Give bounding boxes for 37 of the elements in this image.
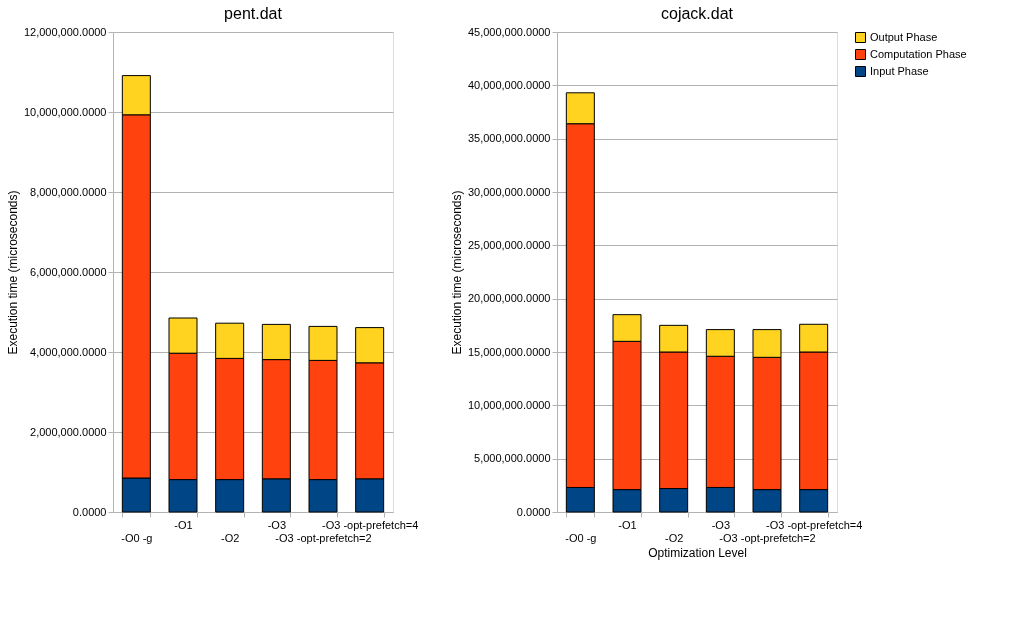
x-tick-label: -O2 <box>220 531 240 544</box>
x-tick-label: -O3 <box>711 518 731 531</box>
x-tick-label: -O0 -g <box>121 531 153 544</box>
y-tick-label: 30,000,000.0000 <box>467 185 551 198</box>
x-tick-label: -O0 -g <box>565 531 597 544</box>
y-tick-label: 35,000,000.0000 <box>467 132 551 145</box>
legend-label: Computation Phase <box>870 47 967 60</box>
y-tick-label: 40,000,000.0000 <box>467 78 551 91</box>
y-tick-label: 8,000,000.0000 <box>30 185 107 198</box>
x-tick-label: -O1 <box>618 518 637 531</box>
x-tick-label: -O1 <box>174 518 193 531</box>
y-tick-label: 4,000,000.0000 <box>30 345 107 358</box>
y-tick-label: 15,000,000.0000 <box>467 345 551 358</box>
x-tick-label: -O3 -opt-prefetch=4 <box>322 518 419 531</box>
y-tick-label: 25,000,000.0000 <box>467 238 551 251</box>
x-tick-label: -O3 -opt-prefetch=2 <box>719 531 816 544</box>
y-tick-label: 2,000,000.0000 <box>30 425 107 438</box>
y-tick-label: 0.0000 <box>516 505 551 518</box>
y-axis-title: Execution time (microseconds) <box>449 190 464 355</box>
y-tick-label: 45,000,000.0000 <box>467 25 551 38</box>
chart-title: cojack.dat <box>660 5 734 22</box>
y-tick-label: 12,000,000.0000 <box>23 25 107 38</box>
legend-label: Output Phase <box>870 30 938 43</box>
y-tick-label: 6,000,000.0000 <box>30 265 107 278</box>
legend-label: Input Phase <box>870 64 929 77</box>
x-tick-label: -O2 <box>664 531 684 544</box>
y-tick-label: 20,000,000.0000 <box>467 292 551 305</box>
y-tick-label: 0.0000 <box>72 505 107 518</box>
x-tick-label: -O3 -opt-prefetch=2 <box>275 531 372 544</box>
chart-title: pent.dat <box>224 5 283 22</box>
y-axis-title: Execution time (microseconds) <box>5 190 20 355</box>
x-tick-label: -O3 -opt-prefetch=4 <box>766 518 863 531</box>
y-tick-label: 10,000,000.0000 <box>467 398 551 411</box>
x-axis-title: Optimization Level <box>648 545 747 560</box>
x-tick-label: -O3 <box>267 518 287 531</box>
y-tick-label: 5,000,000.0000 <box>474 452 551 465</box>
y-tick-label: 10,000,000.0000 <box>23 105 107 118</box>
